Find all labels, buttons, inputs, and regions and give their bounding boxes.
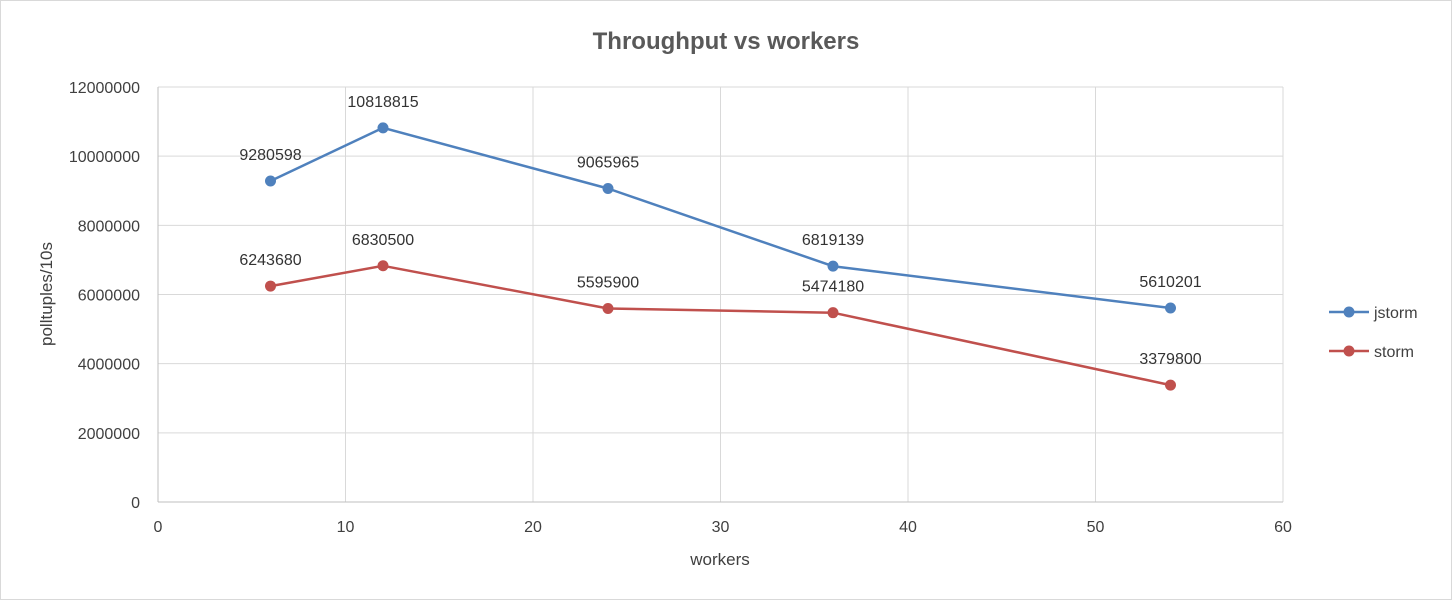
y-tick-label: 4000000: [78, 357, 140, 374]
x-tick-label: 40: [899, 519, 917, 536]
x-tick-label: 50: [1087, 519, 1105, 536]
y-axis-title: polltuples/10s: [37, 242, 56, 346]
jstorm-data-label: 9065965: [577, 154, 639, 171]
x-axis-title: workers: [689, 550, 750, 569]
jstorm-data-label: 6819139: [802, 232, 864, 249]
x-tick-label: 20: [524, 519, 542, 536]
storm-data-label: 5474180: [802, 279, 864, 296]
jstorm-data-label: 10818815: [347, 94, 418, 111]
jstorm-legend-marker: [1343, 306, 1355, 318]
x-tick-label: 0: [154, 519, 163, 536]
data-label-layer: 9280598 10818815 9065965 6819139 5610201 6243…: [239, 94, 1201, 368]
axis-layer: 0 10 20 30 40 50 60 0 2000000 4000000 6000000 80000…: [69, 80, 1292, 536]
y-tick-label: 0: [131, 495, 140, 512]
storm-data-point: [265, 280, 276, 292]
y-tick-label: 2000000: [78, 426, 140, 443]
x-tick-label: 10: [337, 519, 355, 536]
storm-legend-label: storm: [1374, 344, 1414, 361]
jstorm-legend-label: jstorm: [1373, 305, 1418, 322]
legend: jstorm storm: [1329, 305, 1418, 361]
grid-layer: [157, 86, 1284, 503]
storm-data-point: [602, 302, 614, 314]
jstorm-data-label: 9280598: [239, 147, 301, 164]
storm-data-label: 6830500: [352, 232, 414, 249]
x-tick-label: 60: [1274, 519, 1292, 536]
storm-data-label: 3379800: [1139, 351, 1201, 368]
x-tick-label: 30: [712, 519, 730, 536]
jstorm-data-point: [827, 260, 839, 272]
chart-title: Throughput vs workers: [593, 28, 860, 55]
jstorm-data-point: [265, 175, 276, 187]
storm-data-point: [377, 260, 389, 272]
storm-data-label: 6243680: [239, 252, 301, 269]
storm-legend-marker: [1343, 345, 1355, 357]
y-tick-label: 6000000: [78, 288, 140, 305]
storm-data-label: 5595900: [577, 274, 639, 291]
y-tick-label: 12000000: [69, 80, 140, 97]
storm-data-point: [827, 307, 839, 319]
jstorm-data-point: [377, 122, 389, 134]
y-tick-label: 10000000: [69, 149, 140, 166]
y-tick-label: 8000000: [78, 218, 140, 235]
storm-data-point: [1165, 379, 1176, 391]
jstorm-data-point: [602, 182, 614, 194]
series-layer: [265, 122, 1176, 391]
jstorm-data-point: [1165, 302, 1176, 314]
jstorm-data-label: 5610201: [1139, 274, 1201, 291]
